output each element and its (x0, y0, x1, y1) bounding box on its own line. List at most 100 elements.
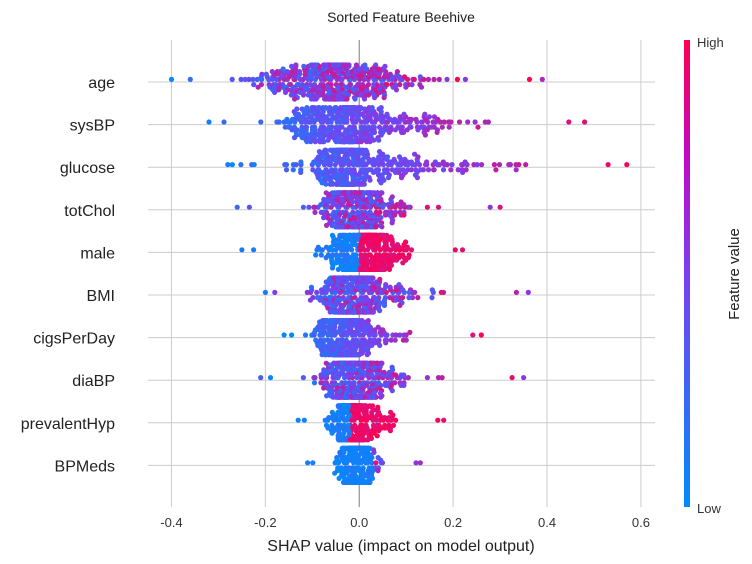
shap-point (331, 309, 337, 315)
shap-point (357, 360, 363, 366)
shap-point (239, 247, 245, 253)
shap-point (435, 375, 442, 381)
shap-point (582, 119, 588, 125)
shap-point (357, 394, 363, 400)
shap-point (624, 162, 630, 168)
shap-point (329, 232, 336, 238)
shap-point (293, 62, 299, 68)
shap-point (262, 289, 268, 295)
shap-point (298, 159, 304, 165)
shap-point (289, 116, 296, 122)
shap-point (267, 375, 274, 381)
shap-point (397, 302, 403, 308)
shap-point (400, 287, 406, 293)
x-tick-label: 0.6 (632, 515, 650, 530)
shap-point (323, 244, 330, 250)
shap-point (391, 156, 397, 162)
shap-point (513, 167, 519, 173)
shap-point (297, 89, 303, 95)
shap-point (408, 159, 414, 165)
shap-point (251, 247, 257, 253)
shap-point (326, 415, 332, 421)
shap-point (475, 124, 481, 130)
shap-point (225, 162, 231, 168)
shap-point (539, 76, 545, 82)
shap-point (425, 167, 432, 173)
shap-point (321, 300, 327, 306)
shap-point (335, 190, 341, 196)
shap-point (329, 318, 335, 324)
shap-point (389, 220, 395, 226)
shap-point (371, 266, 377, 272)
shap-point (384, 82, 390, 88)
shap-point (331, 190, 337, 196)
shap-point (513, 289, 520, 295)
shap-point (424, 159, 430, 165)
shap-point (400, 337, 406, 343)
shap-point (348, 394, 354, 400)
shap-point (367, 266, 373, 272)
shap-point (462, 159, 468, 165)
shap-point (426, 114, 432, 120)
shap-point (323, 255, 329, 261)
shap-point (339, 224, 345, 230)
shap-point (398, 199, 404, 205)
shap-point (401, 332, 407, 338)
shap-point (373, 224, 379, 230)
shap-point (318, 380, 324, 386)
feature-label: age (88, 75, 115, 92)
shap-point (348, 309, 354, 315)
shap-point (415, 295, 421, 301)
shap-point (393, 372, 399, 378)
shap-point (424, 375, 430, 381)
shap-point (308, 96, 314, 102)
shap-point (434, 129, 440, 135)
shap-point (361, 96, 368, 102)
shap-point (403, 84, 409, 90)
shap-point (336, 394, 342, 400)
shap-point (291, 135, 298, 141)
shap-point (361, 275, 367, 281)
shap-point (358, 92, 364, 98)
shap-point (419, 119, 425, 125)
shap-point (333, 139, 339, 145)
shap-point (429, 295, 435, 301)
shap-point (238, 76, 244, 82)
shap-point (330, 394, 336, 400)
shap-point (168, 76, 175, 82)
shap-point (298, 132, 304, 138)
shap-point (439, 375, 445, 381)
shap-point (329, 409, 335, 415)
shap-point (334, 181, 340, 187)
shap-point (308, 284, 314, 290)
shap-point (339, 360, 345, 366)
shap-point (364, 445, 370, 451)
shap-point (373, 360, 379, 366)
shap-point (462, 76, 468, 82)
shap-point (339, 181, 345, 187)
shap-point (318, 209, 324, 215)
shap-point (378, 105, 384, 111)
shap-point (333, 147, 339, 153)
shap-point (353, 224, 359, 230)
shap-point (525, 289, 531, 295)
shap-point (319, 139, 325, 145)
shap-point (272, 89, 278, 95)
shap-point (341, 479, 347, 485)
colorbar-low-label: Low (697, 501, 721, 516)
shap-point (400, 295, 406, 301)
shap-point (381, 369, 387, 375)
shap-point (386, 415, 392, 421)
shap-point (312, 375, 318, 381)
shap-point (376, 66, 382, 72)
shap-point (446, 124, 452, 130)
shap-point (274, 119, 280, 125)
shap-point (441, 119, 447, 125)
shap-point (397, 332, 403, 338)
shap-point (566, 119, 572, 125)
shap-point (360, 479, 366, 485)
shap-point (406, 295, 412, 301)
shap-point (322, 284, 328, 290)
shap-point (393, 284, 399, 290)
shap-point (335, 409, 341, 415)
